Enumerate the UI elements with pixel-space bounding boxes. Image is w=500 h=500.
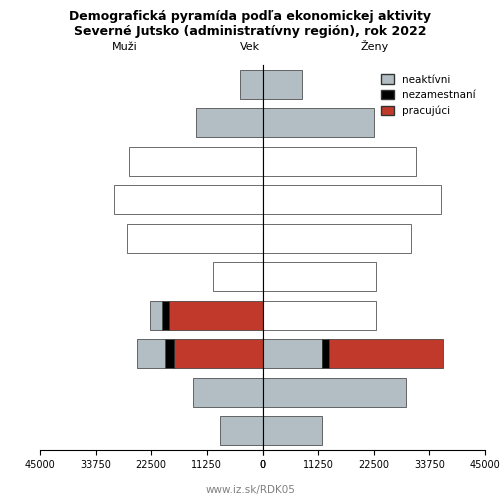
Bar [194, 378, 262, 406]
Bar [262, 108, 374, 137]
Bar [262, 378, 406, 406]
Bar [162, 301, 168, 330]
Text: Demografická pyramída podľa ekonomickej aktivity
Severné Jutsko (administratívny: Demografická pyramída podľa ekonomickej … [69, 10, 431, 38]
Bar [150, 301, 162, 330]
Bar [220, 416, 262, 445]
Bar [240, 70, 262, 98]
Bar [262, 262, 376, 291]
Bar [322, 340, 329, 368]
Bar [114, 186, 262, 214]
Text: www.iz.sk/RDK05: www.iz.sk/RDK05 [205, 485, 295, 495]
Bar [126, 224, 262, 252]
Text: Muži: Muži [112, 42, 138, 52]
Bar [262, 416, 322, 445]
Bar [262, 70, 302, 98]
Bar [213, 262, 262, 291]
Bar [164, 340, 173, 368]
Bar [262, 301, 376, 330]
Bar [329, 340, 443, 368]
Bar [168, 301, 262, 330]
Text: Ženy: Ženy [361, 40, 389, 52]
Bar [262, 147, 416, 176]
Bar [262, 224, 411, 252]
Text: Vek: Vek [240, 42, 260, 52]
Bar [262, 340, 322, 368]
Bar [262, 186, 440, 214]
Bar [174, 340, 262, 368]
Bar [138, 340, 164, 368]
Bar [196, 108, 262, 137]
Legend: neaktívni, nezamestnaní, pracujúci: neaktívni, nezamestnaní, pracujúci [377, 70, 480, 120]
Bar [129, 147, 262, 176]
